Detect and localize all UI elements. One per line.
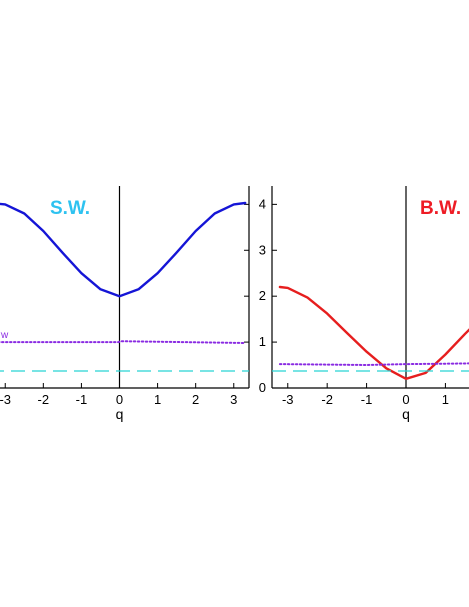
series-line-dotted	[0, 340, 247, 344]
x-axis-label: q	[116, 406, 124, 422]
x-tick-label: -3	[282, 392, 294, 407]
panel-label: B.W.	[420, 198, 461, 219]
y-tick-label: 1	[259, 334, 266, 349]
x-tick-label: 1	[442, 392, 449, 407]
y-tick-label: 0	[259, 380, 266, 395]
y-tick-label: 4	[259, 196, 266, 211]
series-line-solid	[278, 285, 469, 380]
series-line-solid	[0, 201, 247, 298]
x-tick-label: -1	[361, 392, 373, 407]
panel-single-well: -3 -2 -1 0 1 2 3 q S.W. Ew	[0, 186, 250, 422]
annotation-text: E	[0, 321, 1, 336]
x-tick-label: -1	[76, 392, 88, 407]
x-tick-label: 0	[116, 392, 123, 407]
panel-label: S.W.	[50, 198, 90, 219]
x-tick-label: -2	[38, 392, 50, 407]
series-group	[272, 285, 469, 380]
x-tick-label: -3	[0, 392, 11, 407]
x-axis-label: q	[402, 406, 410, 422]
series-line-dotted	[278, 362, 469, 366]
annotation-subscript: w	[0, 330, 9, 341]
series-group	[0, 201, 249, 372]
x-tick-label: 3	[230, 392, 237, 407]
y-tick-label: 2	[259, 288, 266, 303]
y-tick-label: 3	[259, 242, 266, 257]
x-tick-label: 2	[192, 392, 199, 407]
panel-barrier-well: 0 1 2 3 4 -3 -2 -1 0 1 q B.W.	[259, 186, 469, 422]
x-tick-label: 1	[154, 392, 161, 407]
x-tick-label: -2	[321, 392, 333, 407]
x-tick-label: 0	[402, 392, 409, 407]
